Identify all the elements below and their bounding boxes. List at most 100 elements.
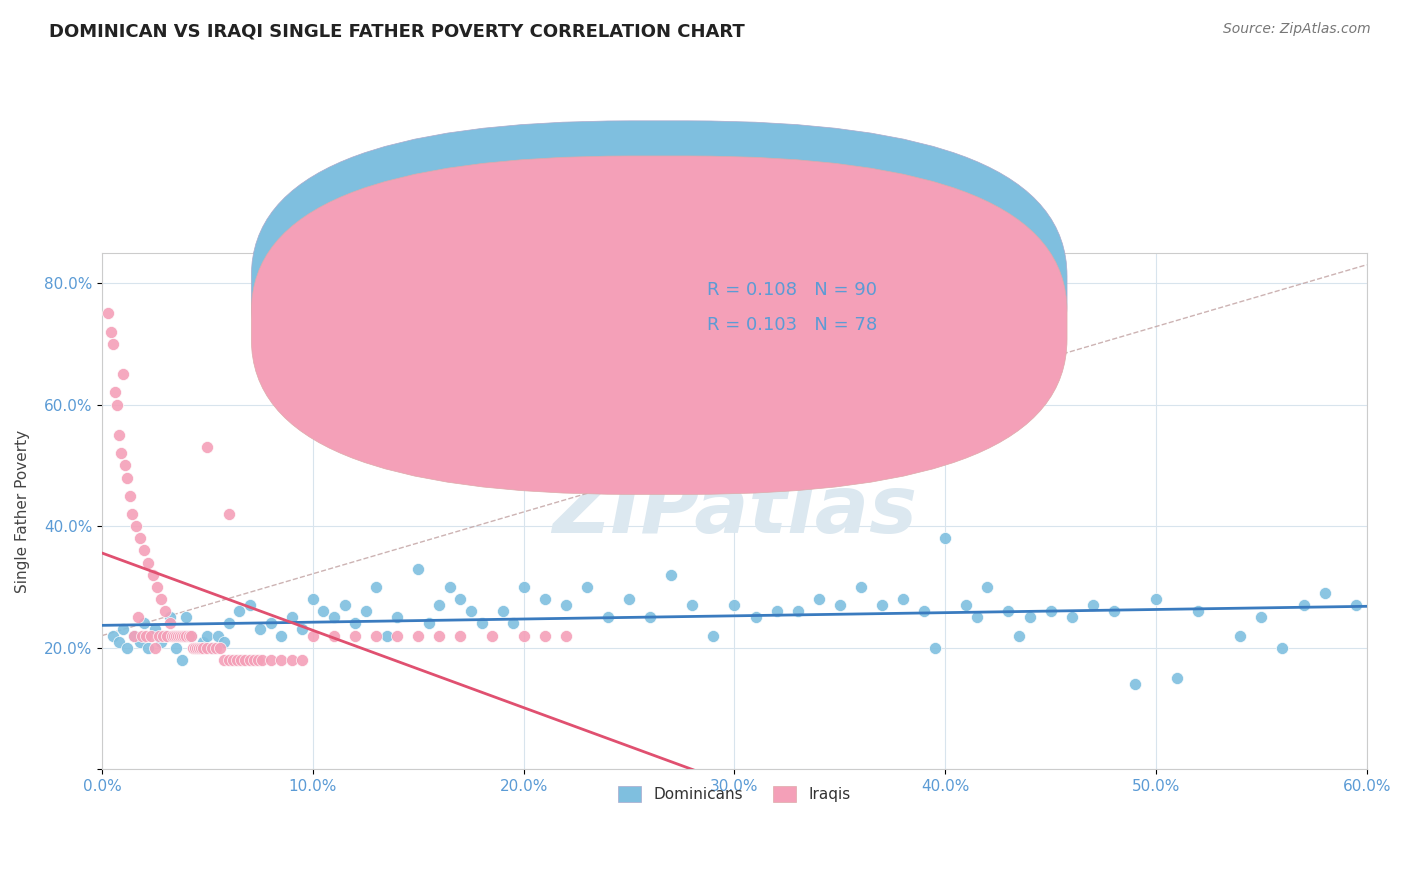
Point	[344, 616, 367, 631]
Point	[97, 306, 120, 320]
Point	[135, 629, 157, 643]
Point	[924, 640, 946, 655]
Point	[323, 629, 346, 643]
Point	[169, 629, 191, 643]
Point	[173, 629, 195, 643]
Point	[366, 629, 388, 643]
Point	[912, 604, 935, 618]
Point	[596, 610, 619, 624]
Point	[955, 598, 977, 612]
Point	[291, 623, 314, 637]
Point	[176, 629, 198, 643]
Point	[228, 604, 250, 618]
Point	[554, 629, 576, 643]
Point	[460, 604, 482, 618]
Point	[470, 616, 492, 631]
Text: Source: ZipAtlas.com: Source: ZipAtlas.com	[1223, 22, 1371, 37]
Point	[449, 592, 471, 607]
Point	[214, 634, 236, 648]
Point	[105, 398, 128, 412]
Point	[143, 640, 166, 655]
Point	[786, 604, 808, 618]
Point	[104, 385, 127, 400]
Text: R = 0.108   N = 90: R = 0.108 N = 90	[707, 281, 876, 299]
Point	[427, 629, 450, 643]
Point	[1008, 629, 1031, 643]
Point	[291, 653, 314, 667]
Y-axis label: Single Father Poverty: Single Father Poverty	[15, 429, 30, 592]
Point	[406, 562, 429, 576]
Point	[138, 640, 160, 655]
Point	[533, 592, 555, 607]
Point	[302, 592, 325, 607]
Point	[333, 598, 356, 612]
Point	[1346, 598, 1368, 612]
Point	[222, 653, 245, 667]
Point	[172, 653, 194, 667]
Point	[239, 598, 262, 612]
Point	[143, 623, 166, 637]
Point	[366, 580, 388, 594]
Point	[418, 616, 440, 631]
Point	[125, 519, 148, 533]
Point	[117, 640, 139, 655]
Point	[214, 653, 236, 667]
Point	[112, 367, 135, 381]
Point	[1271, 640, 1294, 655]
Point	[142, 567, 165, 582]
Point	[617, 592, 640, 607]
Point	[110, 446, 132, 460]
Point	[159, 616, 181, 631]
Point	[100, 325, 122, 339]
Point	[406, 629, 429, 643]
Point	[491, 604, 513, 618]
Point	[1250, 610, 1272, 624]
Point	[186, 640, 208, 655]
Point	[533, 629, 555, 643]
Point	[150, 634, 173, 648]
Point	[575, 580, 598, 594]
Point	[502, 616, 524, 631]
Point	[155, 629, 177, 643]
Point	[122, 629, 145, 643]
Point	[114, 458, 136, 473]
Point	[385, 629, 408, 643]
Point	[167, 629, 190, 643]
Point	[1292, 598, 1315, 612]
Point	[281, 653, 304, 667]
Point	[312, 604, 335, 618]
Point	[765, 604, 787, 618]
Point	[849, 580, 872, 594]
Point	[281, 610, 304, 624]
Point	[197, 440, 219, 454]
Point	[270, 629, 292, 643]
Point	[163, 629, 186, 643]
Point	[439, 580, 461, 594]
Point	[184, 640, 207, 655]
Point	[134, 616, 156, 631]
Point	[112, 623, 135, 637]
Point	[828, 598, 851, 612]
Point	[344, 629, 367, 643]
Point	[122, 629, 145, 643]
Point	[1102, 604, 1125, 618]
Point	[139, 629, 162, 643]
Point	[1039, 604, 1062, 618]
Point	[193, 640, 215, 655]
Point	[239, 653, 262, 667]
Point	[201, 640, 224, 655]
Point	[197, 629, 219, 643]
Point	[870, 598, 893, 612]
Point	[159, 610, 181, 624]
Point	[1123, 677, 1146, 691]
Point	[243, 653, 266, 667]
Point	[146, 580, 169, 594]
Point	[129, 634, 152, 648]
Text: ZIPatlas: ZIPatlas	[553, 472, 917, 550]
Point	[218, 507, 240, 521]
FancyBboxPatch shape	[602, 260, 1045, 353]
Point	[177, 629, 200, 643]
Point	[1018, 610, 1040, 624]
Point	[449, 629, 471, 643]
Point	[512, 580, 534, 594]
